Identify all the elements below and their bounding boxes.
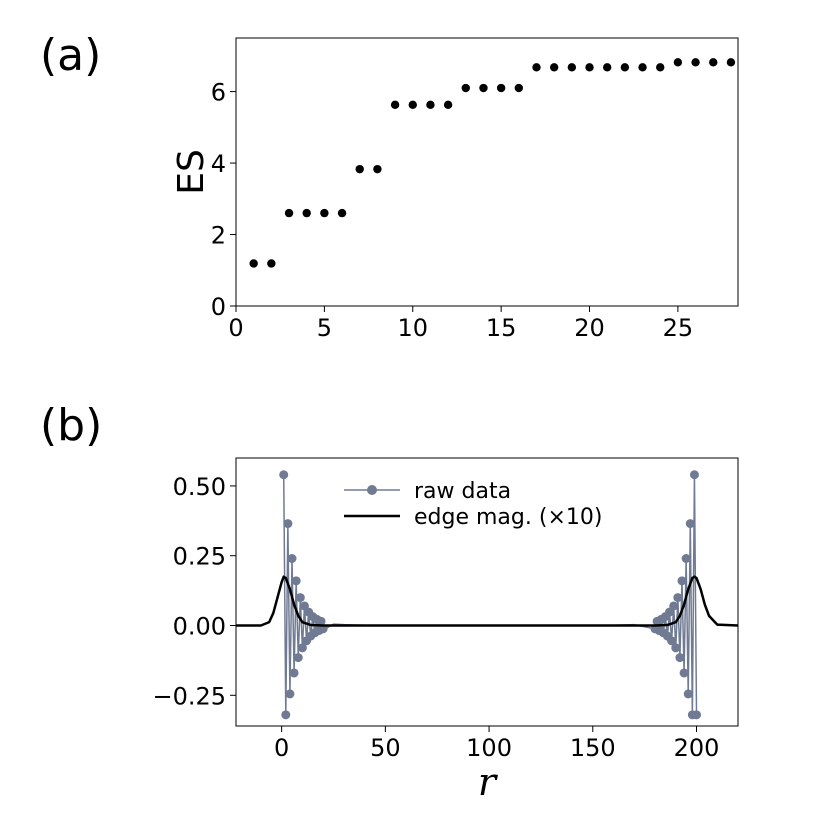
legend-raw-data-marker: [367, 485, 377, 495]
raw-data-point: [683, 689, 693, 699]
panel-b-legend: raw data edge mag. (×10): [344, 479, 602, 530]
es-point: [390, 100, 400, 110]
panel-a-y-axis-label: ES: [171, 149, 212, 195]
panel-b-x-tick-label: 100: [466, 734, 512, 762]
panel-b-label: (b): [40, 400, 102, 451]
panel-b-y-tick-label: 0.50: [173, 473, 226, 501]
es-point: [602, 63, 612, 72]
panel-a-chart: 0 5 10 15 20 25 0 2 4 6 ES: [171, 37, 739, 342]
es-point: [620, 63, 630, 72]
panel-a-y-tick-label: 0: [211, 293, 226, 321]
es-point: [443, 100, 453, 110]
es-point: [585, 63, 594, 72]
panel-a-y-tick-label: 6: [211, 79, 226, 107]
panel-a-y-tick-label: 2: [211, 222, 226, 250]
es-point: [709, 58, 718, 67]
raw-data-point: [289, 668, 299, 678]
raw-data-point: [295, 593, 305, 603]
es-point: [373, 164, 382, 174]
raw-data-point: [679, 668, 689, 678]
panel-a-x-tick-label: 5: [317, 314, 332, 342]
panel-b-x-tick-label: 200: [674, 734, 720, 762]
panel-a-points: [249, 58, 736, 268]
panel-a-frame: [235, 37, 739, 307]
panel-a-x-tick-label: 0: [228, 314, 243, 342]
es-point: [496, 83, 506, 93]
raw-data-point: [675, 653, 685, 663]
raw-data-point: [681, 554, 691, 563]
raw-data-point: [677, 576, 687, 586]
es-point: [514, 83, 524, 93]
panel-b-x-tick-label: 0: [274, 734, 289, 762]
panel-b-x-tick-label: 150: [570, 734, 616, 762]
panel-b-y-tick-label: 0.00: [173, 613, 226, 641]
legend-edge-mag-label: edge mag. (×10): [414, 505, 602, 530]
panel-b-y-tick-label: 0.25: [173, 543, 226, 571]
raw-data-point: [279, 470, 289, 480]
es-point: [691, 58, 700, 67]
es-point: [355, 164, 364, 174]
raw-data-point: [667, 636, 677, 646]
panel-b-y-tick-label: −0.25: [152, 682, 226, 710]
panel-a-x-tick-label: 10: [397, 314, 428, 342]
raw-data-point: [692, 710, 702, 720]
legend-raw-data-label: raw data: [414, 479, 511, 504]
panel-a-label: (a): [40, 30, 101, 81]
panel-a-y-axis: 0 2 4 6: [211, 79, 236, 321]
panel-b-chart: 0 50 100 150 200 −0.25 0.00 0.25 0.50 r raw dat…: [152, 457, 739, 804]
panel-a-x-tick-label: 25: [663, 314, 694, 342]
es-point: [267, 259, 276, 268]
panel-a-x-tick-label: 20: [574, 314, 605, 342]
es-point: [249, 259, 258, 268]
raw-data-point: [316, 616, 326, 626]
panel-a-y-tick-label: 4: [211, 150, 226, 178]
raw-data-point: [673, 593, 683, 603]
raw-data-point: [291, 576, 301, 586]
raw-data-point: [669, 601, 679, 611]
es-point: [567, 63, 577, 72]
raw-data-point: [285, 689, 295, 699]
raw-data-point: [685, 519, 695, 529]
es-point: [532, 63, 541, 72]
es-point: [726, 58, 736, 67]
raw-data-point: [281, 710, 291, 720]
panel-b-frame: [235, 457, 739, 727]
es-point: [479, 83, 488, 93]
es-point: [408, 100, 417, 110]
raw-data-point: [689, 470, 699, 480]
raw-data-point: [287, 554, 297, 563]
panel-b-y-axis: −0.25 0.00 0.25 0.50: [152, 473, 236, 710]
es-point: [549, 63, 559, 72]
es-point: [656, 63, 665, 72]
panel-b-plot-area: [236, 470, 739, 720]
raw-data-point: [297, 643, 307, 653]
raw-data-point: [293, 653, 303, 663]
es-point: [461, 83, 470, 93]
panel-a-x-axis: 0 5 10 15 20 25: [228, 306, 693, 342]
es-point: [320, 208, 329, 218]
edge-mag-series-line: [236, 575, 739, 627]
panel-b-x-axis: 0 50 100 150 200: [274, 726, 719, 762]
raw-data-point: [671, 643, 681, 653]
es-point: [638, 63, 647, 72]
es-point: [284, 208, 294, 218]
raw-data-point: [283, 519, 293, 529]
panel-b-x-axis-label: r: [478, 760, 499, 804]
panel-b-x-tick-label: 50: [370, 734, 401, 762]
es-point: [337, 208, 347, 218]
es-point: [302, 208, 311, 218]
es-point: [426, 100, 435, 110]
es-point: [673, 58, 683, 67]
panel-a-x-tick-label: 15: [486, 314, 517, 342]
